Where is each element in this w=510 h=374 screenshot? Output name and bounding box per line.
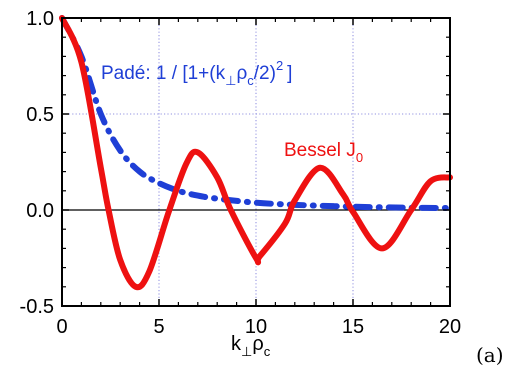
- x-tick-label: 0: [56, 316, 67, 338]
- tick-marks: [61, 17, 451, 307]
- pade-annotation: Padé: 1 / [1+(k⊥ρc/2)2]: [101, 58, 292, 88]
- bessel-series-line: [59, 15, 453, 291]
- x-tick-labels: 0 5 10 15 20: [56, 316, 461, 338]
- grid-lines: [62, 18, 450, 306]
- panel-label: (a): [476, 343, 504, 367]
- y-tick-label: -0.5: [20, 296, 54, 318]
- bessel-annotation: Bessel J0: [284, 140, 363, 165]
- pade-series-line: [59, 15, 453, 212]
- series-layer: [59, 15, 453, 291]
- y-tick-label: 0.0: [26, 200, 54, 222]
- y-tick-labels: -0.5 0.0 0.5 1.0: [20, 8, 54, 318]
- y-tick-label: 1.0: [26, 8, 54, 30]
- x-tick-label: 15: [342, 316, 364, 338]
- x-tick-label: 20: [439, 316, 461, 338]
- y-tick-label: 0.5: [26, 104, 54, 126]
- x-axis-label: k⊥ρc: [231, 333, 271, 359]
- x-tick-label: 5: [153, 316, 164, 338]
- x-tick-label: 10: [245, 316, 267, 338]
